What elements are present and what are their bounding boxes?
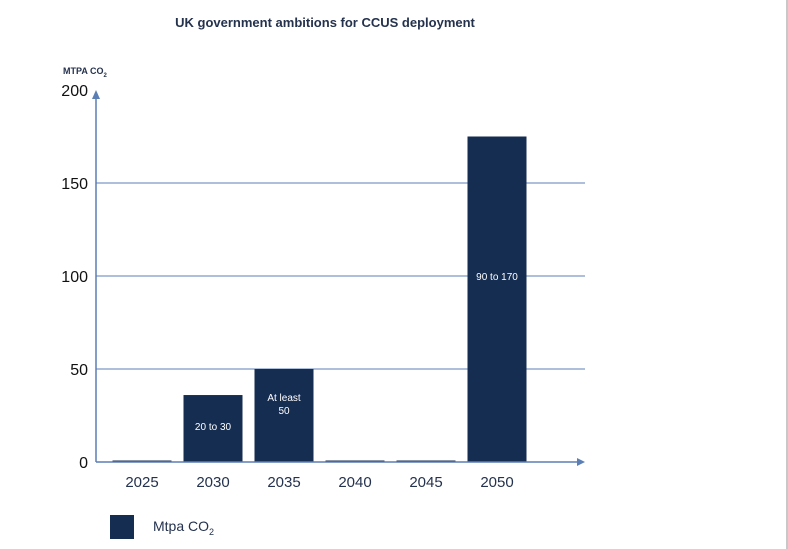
bar bbox=[254, 369, 314, 462]
data-label: 20 to 30 bbox=[195, 422, 232, 433]
y-tick-label: 200 bbox=[61, 83, 88, 100]
y-axis-label-subscript: 2 bbox=[103, 72, 107, 79]
legend: Mtpa CO2 bbox=[110, 515, 214, 539]
data-label: At least bbox=[267, 393, 301, 404]
x-tick-label: 2025 bbox=[125, 474, 158, 491]
bar bbox=[183, 395, 243, 462]
x-tick-label: 2030 bbox=[196, 474, 229, 491]
legend-label-text: Mtpa CO bbox=[153, 517, 210, 534]
x-axis-arrow-icon bbox=[577, 458, 585, 466]
data-label: 50 bbox=[278, 406, 290, 417]
legend-swatch bbox=[110, 515, 134, 539]
x-tick-label: 2050 bbox=[480, 474, 513, 491]
data-label: 90 to 170 bbox=[476, 272, 518, 283]
y-tick-label: 50 bbox=[70, 362, 88, 379]
y-tick-label: 100 bbox=[61, 269, 88, 286]
chart-title: UK government ambitions for CCUS deploym… bbox=[175, 15, 475, 30]
x-tick-label: 2035 bbox=[267, 474, 300, 491]
x-tick-label: 2045 bbox=[409, 474, 442, 491]
y-tick-label: 150 bbox=[61, 176, 88, 193]
page-edge-rule bbox=[786, 0, 788, 549]
bar bbox=[467, 136, 527, 462]
y-axis-label: MTPA CO2 bbox=[63, 66, 107, 79]
y-axis-arrow-icon bbox=[92, 90, 100, 99]
y-tick-label: 0 bbox=[79, 455, 88, 472]
y-axis-label-text: MTPA CO bbox=[63, 66, 104, 76]
legend-label-subscript: 2 bbox=[209, 526, 215, 537]
x-tick-label: 2040 bbox=[338, 474, 371, 491]
legend-label: Mtpa CO2 bbox=[153, 518, 214, 537]
